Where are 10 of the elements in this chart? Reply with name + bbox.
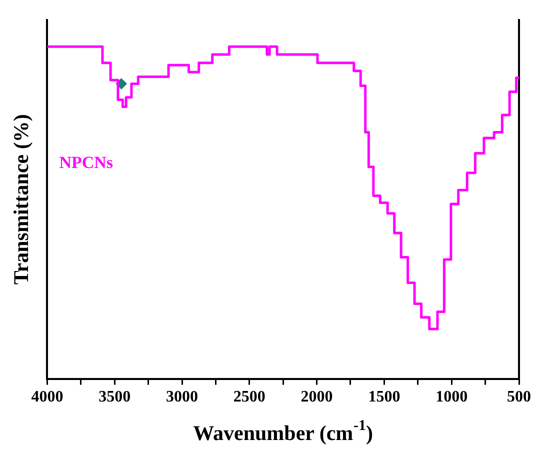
x-tick-label: 3000 bbox=[166, 388, 198, 406]
y-axis-title: Transmittance (%) bbox=[9, 114, 34, 285]
x-tick-label: 1500 bbox=[368, 388, 400, 406]
x-tick-label: 1000 bbox=[436, 388, 468, 406]
x-tick-label: 2000 bbox=[300, 388, 333, 406]
text: NPCNs bbox=[59, 152, 114, 172]
x-tick-label: 2500 bbox=[233, 388, 266, 406]
x-tick-label: 3500 bbox=[98, 388, 131, 406]
x-tick-label: 500 bbox=[507, 388, 531, 406]
x-tick-label: 4000 bbox=[31, 388, 64, 406]
